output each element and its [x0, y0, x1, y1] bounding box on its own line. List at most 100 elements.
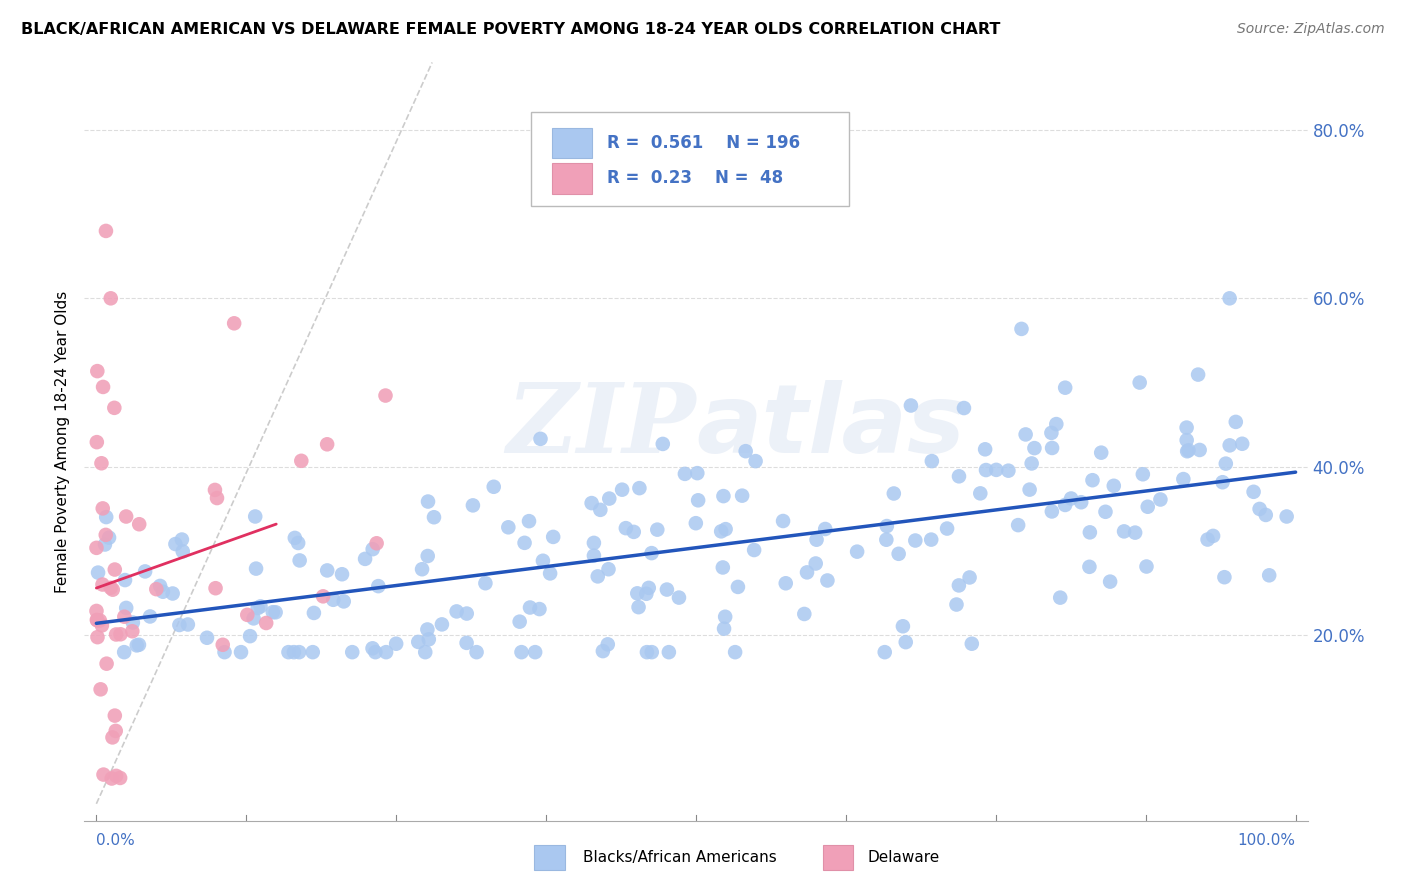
Point [1112, 524, 1135, 539]
Point [1219, 438, 1241, 452]
Text: Blacks/African Americans: Blacks/African Americans [583, 850, 778, 864]
Point [1018, 483, 1040, 497]
Point [90, 682, 112, 697]
Point [170, 533, 193, 547]
Point [108, 771, 131, 785]
Point [1102, 479, 1125, 493]
Point [149, 579, 172, 593]
Point [541, 530, 564, 544]
Point [413, 645, 436, 659]
Point [673, 467, 696, 481]
Point [121, 615, 143, 630]
Point [920, 533, 942, 547]
Point [921, 454, 943, 468]
Point [645, 523, 668, 537]
Point [658, 645, 681, 659]
Point [112, 645, 135, 659]
Point [529, 602, 551, 616]
Point [1173, 472, 1195, 486]
Point [713, 489, 735, 503]
Point [87, 566, 110, 580]
Point [582, 549, 605, 563]
Point [1225, 415, 1247, 429]
Point [997, 464, 1019, 478]
Point [636, 587, 658, 601]
Point [806, 533, 828, 547]
Point [1212, 475, 1234, 490]
Point [482, 480, 505, 494]
Point [1021, 457, 1043, 471]
Point [1054, 381, 1077, 395]
Point [796, 566, 818, 580]
Point [86, 435, 108, 450]
Point [1090, 445, 1112, 459]
Point [1254, 508, 1277, 522]
Point [86, 364, 108, 378]
Point [330, 567, 353, 582]
Point [474, 576, 496, 591]
Point [103, 401, 125, 415]
Point [1024, 441, 1046, 455]
Point [668, 591, 690, 605]
Point [86, 630, 108, 644]
Point [727, 580, 749, 594]
Point [406, 635, 429, 649]
Point [1129, 376, 1152, 390]
Point [86, 613, 108, 627]
Point [731, 489, 754, 503]
Point [846, 544, 869, 558]
Point [101, 731, 124, 745]
Point [815, 574, 838, 588]
Point [592, 644, 614, 658]
Point [531, 554, 554, 568]
Point [354, 552, 377, 566]
Point [974, 442, 997, 457]
Text: atlas: atlas [696, 380, 965, 473]
Point [461, 499, 484, 513]
Point [245, 561, 267, 575]
Point [1175, 420, 1198, 434]
Text: ZIP: ZIP [506, 379, 696, 474]
Point [640, 546, 662, 560]
Point [688, 493, 710, 508]
Point [651, 437, 673, 451]
Point [98, 531, 121, 545]
Point [509, 615, 531, 629]
Point [342, 645, 364, 659]
Point [596, 637, 619, 651]
Point [974, 463, 997, 477]
Point [529, 432, 551, 446]
Point [312, 590, 335, 604]
Point [900, 399, 922, 413]
Text: BLACK/AFRICAN AMERICAN VS DELAWARE FEMALE POVERTY AMONG 18-24 YEAR OLDS CORRELAT: BLACK/AFRICAN AMERICAN VS DELAWARE FEMAL… [21, 22, 1001, 37]
Point [91, 577, 114, 591]
Point [686, 466, 709, 480]
Point [1132, 467, 1154, 482]
Point [959, 570, 981, 584]
Point [465, 645, 488, 659]
Point [883, 486, 905, 500]
Point [322, 592, 344, 607]
Point [655, 582, 678, 597]
Point [1258, 568, 1281, 582]
Point [139, 609, 162, 624]
Point [711, 560, 734, 574]
Point [793, 607, 815, 621]
Point [316, 563, 339, 577]
Point [361, 641, 384, 656]
Point [772, 514, 794, 528]
Point [91, 501, 114, 516]
Point [101, 582, 124, 597]
Point [1243, 484, 1265, 499]
Point [524, 645, 547, 659]
Point [636, 645, 658, 659]
Text: 100.0%: 100.0% [1237, 833, 1295, 848]
Point [367, 579, 389, 593]
Point [361, 542, 384, 557]
Point [1049, 591, 1071, 605]
Point [1188, 442, 1211, 457]
Point [128, 517, 150, 532]
Point [1011, 322, 1033, 336]
Point [277, 645, 299, 659]
Point [96, 657, 118, 671]
